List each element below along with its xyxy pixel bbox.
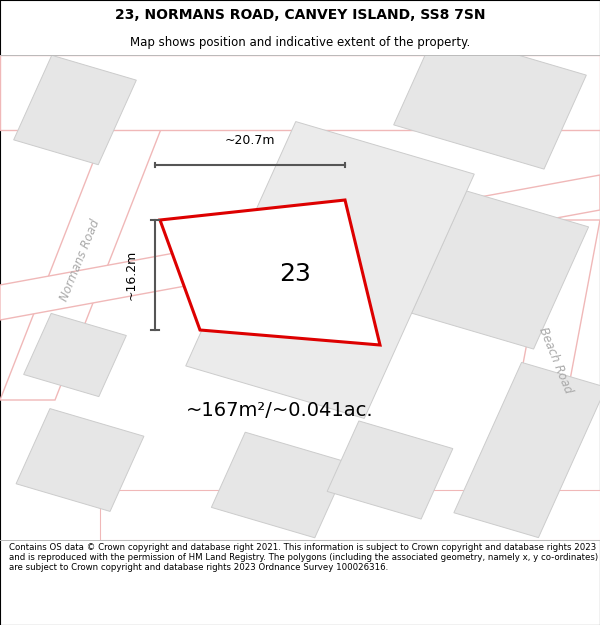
Text: ~16.2m: ~16.2m	[125, 250, 137, 300]
Text: ~20.7m: ~20.7m	[225, 134, 275, 148]
Text: 23: 23	[280, 262, 311, 286]
Text: ~167m²/~0.041ac.: ~167m²/~0.041ac.	[186, 401, 374, 419]
Text: Map shows position and indicative extent of the property.: Map shows position and indicative extent…	[130, 36, 470, 49]
Text: Beach Road: Beach Road	[536, 325, 574, 395]
Polygon shape	[14, 55, 136, 165]
Polygon shape	[0, 55, 190, 400]
Polygon shape	[211, 432, 349, 538]
Polygon shape	[186, 122, 474, 418]
Polygon shape	[0, 175, 600, 320]
Polygon shape	[412, 191, 589, 349]
Polygon shape	[0, 55, 600, 130]
Polygon shape	[16, 409, 144, 511]
Polygon shape	[394, 31, 586, 169]
Polygon shape	[23, 313, 127, 397]
Polygon shape	[327, 421, 453, 519]
Text: 23, NORMANS ROAD, CANVEY ISLAND, SS8 7SN: 23, NORMANS ROAD, CANVEY ISLAND, SS8 7SN	[115, 8, 485, 22]
Polygon shape	[100, 490, 600, 540]
Text: Normans Road: Normans Road	[58, 217, 103, 303]
Polygon shape	[160, 200, 380, 345]
Polygon shape	[454, 362, 600, 538]
Text: Contains OS data © Crown copyright and database right 2021. This information is : Contains OS data © Crown copyright and d…	[9, 542, 598, 572]
Polygon shape	[490, 220, 600, 540]
